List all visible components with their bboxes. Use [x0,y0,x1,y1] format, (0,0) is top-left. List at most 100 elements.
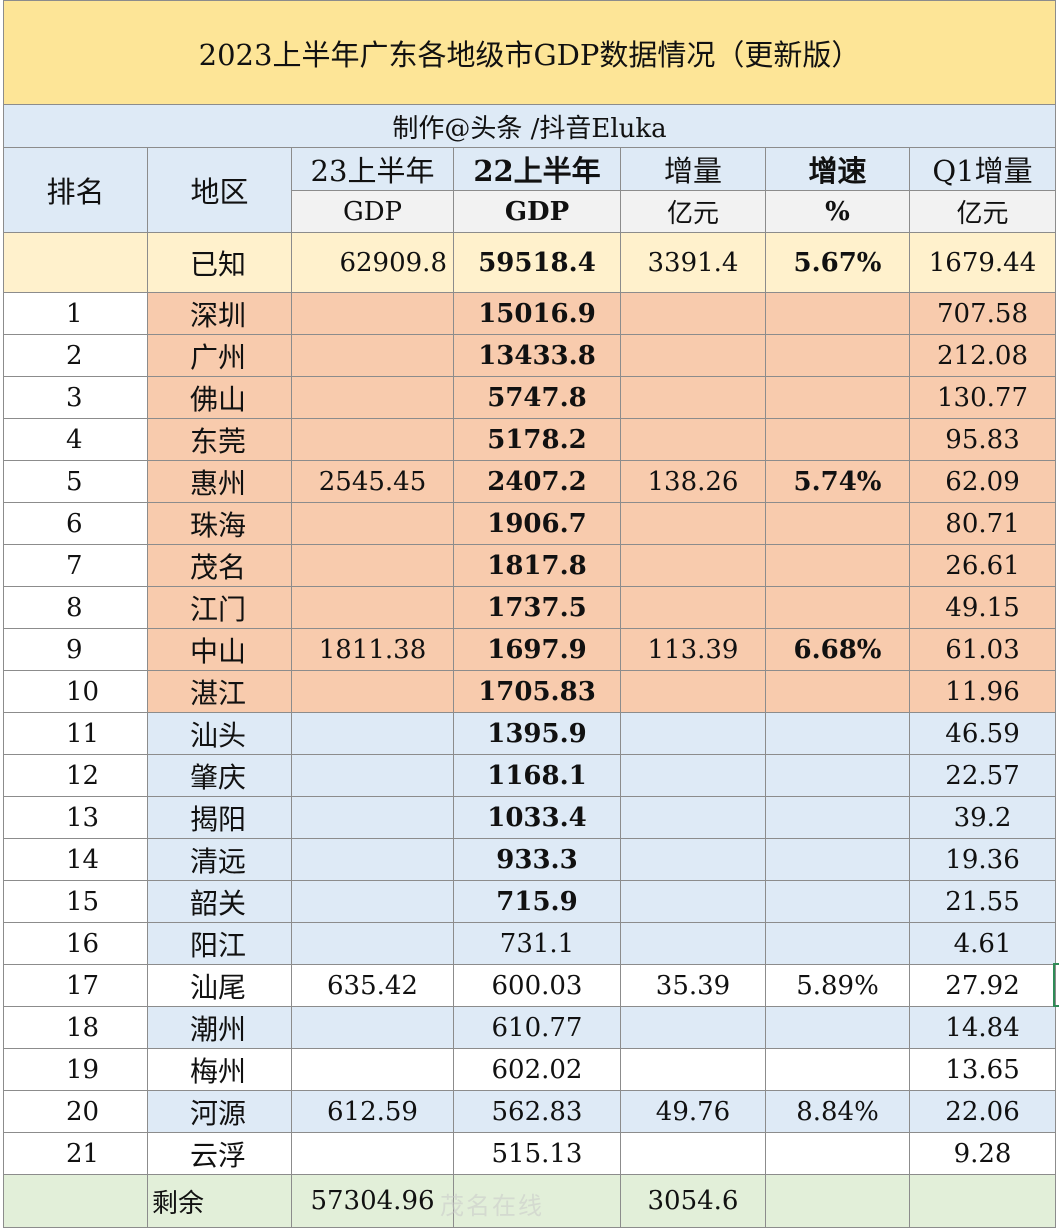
header-q1-increase[interactable]: Q1增量 [908,147,1057,191]
gdp22-cell[interactable]: 1168.1 [453,754,621,797]
gdp22-cell[interactable]: 1705.83 [453,670,621,713]
region-cell[interactable]: 清远 [147,838,292,881]
known-rate[interactable]: 5.67% [765,232,910,293]
subheader-q1-increase[interactable]: 亿元 [908,190,1057,233]
rate-cell[interactable] [765,334,910,377]
q1-cell[interactable]: 4.61 [908,922,1057,965]
increase-cell[interactable]: 35.39 [620,964,766,1007]
gdp23-cell[interactable] [291,376,454,419]
header-rank[interactable]: 排名 [3,147,148,233]
region-cell[interactable]: 茂名 [147,544,292,587]
rate-cell[interactable]: 5.89% [765,964,910,1007]
region-cell[interactable]: 揭阳 [147,796,292,839]
gdp22-cell[interactable]: 731.1 [453,922,621,965]
increase-cell[interactable] [620,670,766,713]
gdp22-cell[interactable]: 600.03 [453,964,621,1007]
known-gdp22[interactable]: 59518.4 [453,232,621,293]
q1-cell[interactable]: 80.71 [908,502,1057,545]
increase-cell[interactable] [620,334,766,377]
rank-cell[interactable]: 12 [3,754,148,797]
gdp23-cell[interactable] [291,334,454,377]
gdp23-cell[interactable] [291,586,454,629]
gdp22-cell[interactable]: 1906.7 [453,502,621,545]
rate-cell[interactable] [765,1132,910,1175]
rank-cell[interactable]: 18 [3,1006,148,1049]
rank-cell[interactable]: 6 [3,502,148,545]
region-cell[interactable]: 阳江 [147,922,292,965]
region-cell[interactable]: 肇庆 [147,754,292,797]
region-cell[interactable]: 潮州 [147,1006,292,1049]
gdp22-cell[interactable]: 1697.9 [453,628,621,671]
q1-cell[interactable]: 46.59 [908,712,1057,755]
increase-cell[interactable] [620,712,766,755]
gdp23-cell[interactable] [291,544,454,587]
rank-cell[interactable]: 14 [3,838,148,881]
rank-cell[interactable]: 2 [3,334,148,377]
rank-cell[interactable]: 1 [3,292,148,335]
rank-cell[interactable]: 8 [3,586,148,629]
remainder-increase[interactable]: 3054.6 [620,1174,766,1228]
region-cell[interactable]: 佛山 [147,376,292,419]
gdp22-cell[interactable]: 1033.4 [453,796,621,839]
increase-cell[interactable] [620,544,766,587]
known-increase[interactable]: 3391.4 [620,232,766,293]
increase-cell[interactable] [620,1132,766,1175]
rate-cell[interactable] [765,796,910,839]
rate-cell[interactable] [765,292,910,335]
remainder-label[interactable]: 剩余 [147,1174,292,1228]
header-region[interactable]: 地区 [147,147,292,233]
rank-cell[interactable]: 3 [3,376,148,419]
credit-text[interactable]: 制作@头条 /抖音Eluka [2,104,1057,148]
gdp23-cell[interactable] [291,922,454,965]
region-cell[interactable]: 汕尾 [147,964,292,1007]
subheader-23h1[interactable]: GDP [291,190,454,233]
region-cell[interactable]: 江门 [147,586,292,629]
gdp23-cell[interactable] [291,292,454,335]
rate-cell[interactable] [765,670,910,713]
region-cell[interactable]: 韶关 [147,880,292,923]
rate-cell[interactable] [765,712,910,755]
increase-cell[interactable]: 49.76 [620,1090,766,1133]
rate-cell[interactable] [765,544,910,587]
region-cell[interactable]: 云浮 [147,1132,292,1175]
increase-cell[interactable] [620,754,766,797]
increase-cell[interactable] [620,586,766,629]
gdp22-cell[interactable]: 1737.5 [453,586,621,629]
region-cell[interactable]: 广州 [147,334,292,377]
q1-cell[interactable]: 13.65 [908,1048,1057,1091]
gdp22-cell[interactable]: 5747.8 [453,376,621,419]
header-growth-rate[interactable]: 增速 [765,147,910,191]
rate-cell[interactable] [765,376,910,419]
gdp23-cell[interactable]: 1811.38 [291,628,454,671]
gdp23-cell[interactable] [291,880,454,923]
table-title[interactable]: 2023上半年广东各地级市GDP数据情况（更新版） [2,0,1057,105]
rate-cell[interactable] [765,586,910,629]
q1-cell[interactable]: 11.96 [908,670,1057,713]
q1-cell[interactable]: 61.03 [908,628,1057,671]
q1-cell[interactable]: 22.06 [908,1090,1057,1133]
q1-cell[interactable]: 21.55 [908,880,1057,923]
rate-cell[interactable] [765,1048,910,1091]
gdp22-cell[interactable]: 1817.8 [453,544,621,587]
gdp23-cell[interactable] [291,1006,454,1049]
gdp23-cell[interactable] [291,502,454,545]
q1-cell[interactable]: 19.36 [908,838,1057,881]
gdp22-cell[interactable]: 515.13 [453,1132,621,1175]
gdp22-cell[interactable]: 610.77 [453,1006,621,1049]
q1-cell[interactable]: 39.2 [908,796,1057,839]
region-cell[interactable]: 惠州 [147,460,292,503]
gdp22-cell[interactable]: 602.02 [453,1048,621,1091]
increase-cell[interactable] [620,292,766,335]
gdp23-cell[interactable] [291,1132,454,1175]
rank-cell[interactable]: 9 [3,628,148,671]
rate-cell[interactable] [765,1006,910,1049]
rate-cell[interactable] [765,502,910,545]
gdp23-cell[interactable] [291,712,454,755]
gdp23-cell[interactable]: 635.42 [291,964,454,1007]
gdp23-cell[interactable] [291,670,454,713]
remainder-rank-cell[interactable] [3,1174,148,1228]
region-cell[interactable]: 深圳 [147,292,292,335]
gdp23-cell[interactable] [291,796,454,839]
gdp22-cell[interactable]: 15016.9 [453,292,621,335]
increase-cell[interactable] [620,376,766,419]
